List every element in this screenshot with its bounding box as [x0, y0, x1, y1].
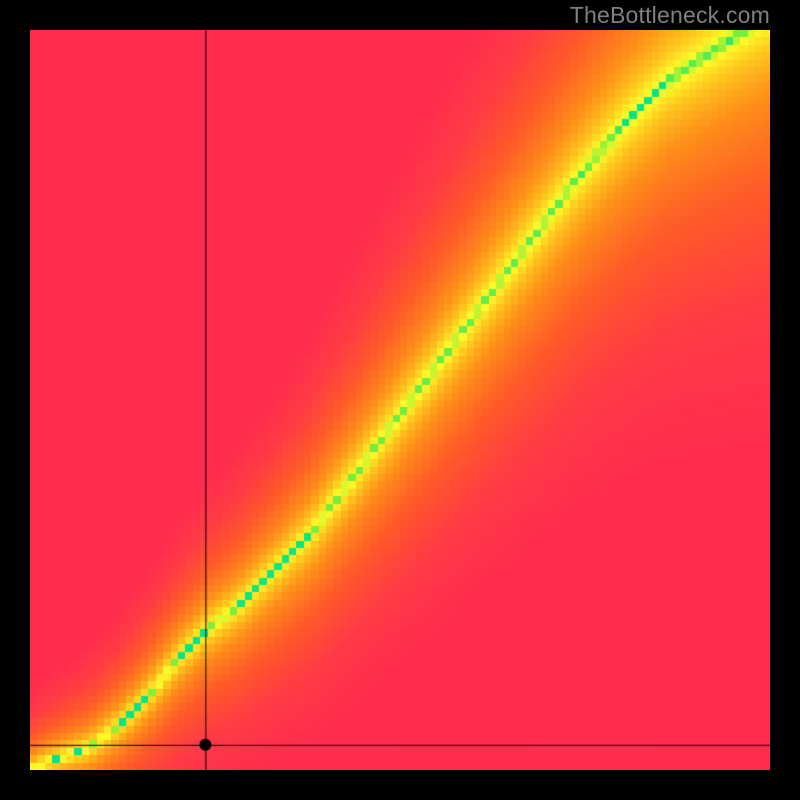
watermark-text: TheBottleneck.com [570, 2, 770, 29]
heatmap-canvas [30, 30, 770, 770]
heatmap-plot [30, 30, 770, 770]
